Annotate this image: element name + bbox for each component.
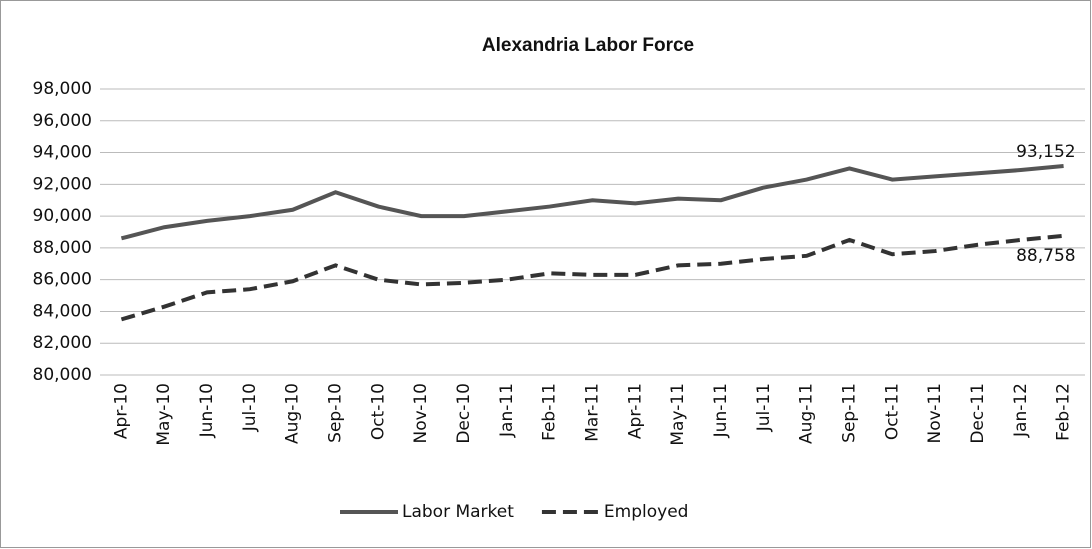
x-tick-label: Oct-11 [882,383,902,440]
y-tick-label: 90,000 [33,206,92,226]
legend-label: Employed [604,502,689,522]
x-tick-label: May-10 [154,383,174,446]
x-tick-label: Sep-10 [326,383,346,443]
x-tick-label: Jun-11 [711,383,731,438]
y-tick-label: 80,000 [33,365,92,385]
data-label: 88,758 [1016,246,1075,266]
x-tick-label: Oct-10 [368,383,388,440]
data-line [120,164,1064,241]
x-tick-label: Dec-10 [454,383,474,444]
x-tick-label: Apr-11 [625,383,645,439]
x-tick-label: May-11 [668,383,688,446]
x-tick-label: Feb-12 [1054,383,1074,441]
data-label: 93,152 [1016,142,1075,162]
chart-title: Alexandria Labor Force [482,35,694,56]
y-tick-label: 82,000 [33,333,92,353]
x-tick-label: Nov-10 [411,383,431,444]
data-line [120,233,1064,322]
legend-label: Labor Market [402,502,514,522]
x-tick-label: Dec-11 [968,383,988,444]
x-tick-label: Aug-11 [797,383,817,444]
y-tick-label: 96,000 [33,111,92,131]
x-tick-label: Apr-10 [111,383,131,439]
y-tick-label: 98,000 [33,79,92,99]
x-tick-label: Aug-10 [283,383,303,444]
x-tick-label: Nov-11 [925,383,945,444]
y-tick-label: 94,000 [33,143,92,163]
x-tick-label: Jul-11 [754,383,774,432]
x-tick-label: Mar-11 [583,383,603,442]
x-tick-label: Jun-10 [197,383,217,438]
y-tick-label: 84,000 [33,301,92,321]
x-tick-label: Jan-12 [1011,383,1031,438]
y-tick-label: 86,000 [33,270,92,290]
x-tick-label: Feb-11 [540,383,560,441]
x-tick-label: Sep-11 [839,383,859,443]
x-tick-label: Jul-10 [240,383,260,432]
x-tick-label: Jan-11 [497,383,517,438]
y-tick-label: 88,000 [33,238,92,258]
y-tick-label: 92,000 [33,174,92,194]
